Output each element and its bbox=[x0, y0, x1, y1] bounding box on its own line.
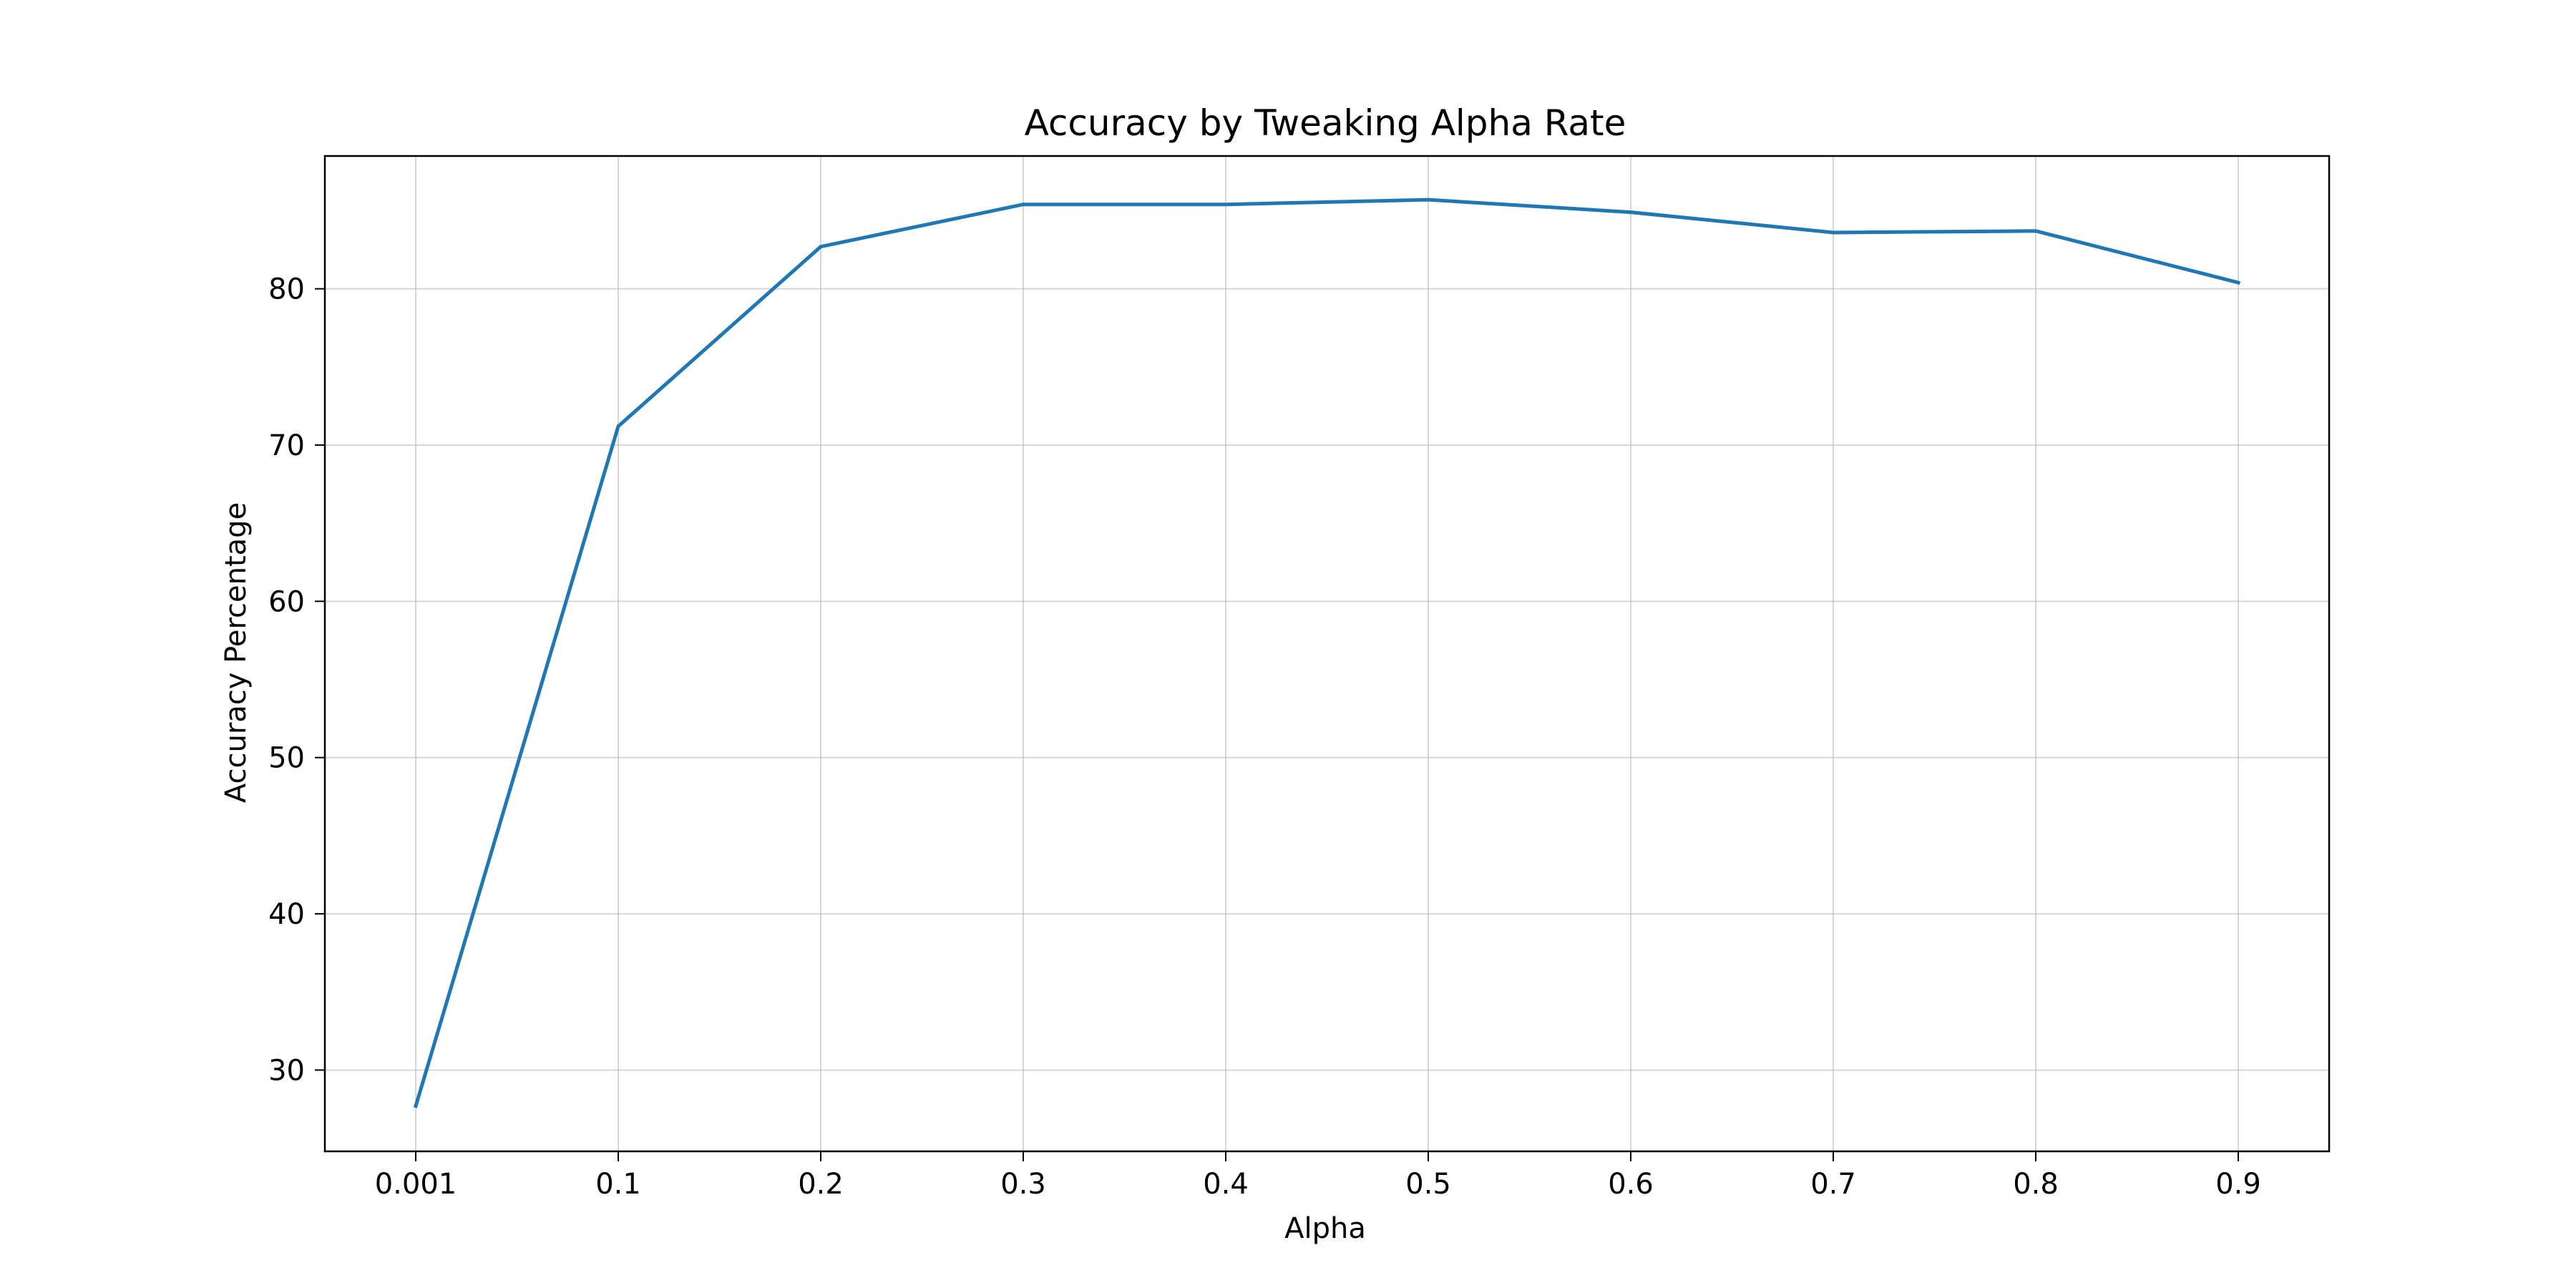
plot-area bbox=[413, 197, 2241, 1108]
y-tick-label: 70 bbox=[268, 429, 305, 462]
x-tick-label: 0.3 bbox=[1000, 1168, 1046, 1201]
x-tick-label: 0.6 bbox=[1608, 1168, 1654, 1201]
y-tick-label: 30 bbox=[268, 1054, 305, 1087]
axes bbox=[315, 155, 2331, 1161]
y-axis-label: Accuracy Percentage bbox=[220, 502, 253, 803]
x-tick-label: 0.9 bbox=[2215, 1168, 2261, 1201]
x-axis-label: Alpha bbox=[1284, 1212, 1366, 1245]
y-tick-label: 80 bbox=[268, 273, 305, 306]
x-tick-label: 0.1 bbox=[595, 1168, 641, 1201]
grid-lines bbox=[325, 156, 2329, 1151]
x-tick-label: 0.5 bbox=[1405, 1168, 1451, 1201]
series-line bbox=[413, 197, 2241, 1108]
y-tick-label: 40 bbox=[268, 898, 305, 931]
y-tick-label: 60 bbox=[268, 585, 305, 618]
axes-frame bbox=[323, 155, 2331, 1153]
x-tick-label: 0.001 bbox=[375, 1168, 457, 1201]
x-tick-label: 0.8 bbox=[2013, 1168, 2059, 1201]
x-tick-label: 0.4 bbox=[1203, 1168, 1249, 1201]
chart-title: Accuracy by Tweaking Alpha Rate bbox=[1025, 102, 1626, 144]
y-tick-label: 50 bbox=[268, 742, 305, 775]
x-tick-label: 0.2 bbox=[798, 1168, 844, 1201]
x-tick-label: 0.7 bbox=[1810, 1168, 1856, 1201]
tick-labels: 0.001 0.1 0.2 0.3 0.4 0.5 0.6 0.7 0.8 0.9 30 40 50 60… bbox=[268, 273, 2261, 1201]
